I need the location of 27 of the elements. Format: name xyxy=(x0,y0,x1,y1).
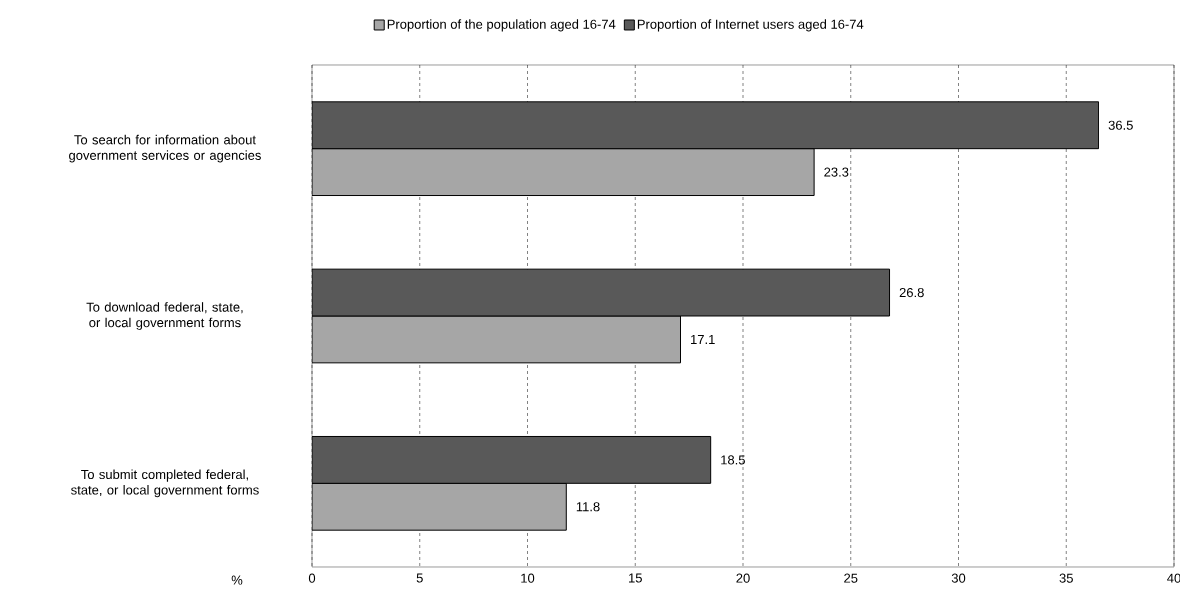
y-tick-label: To search for information about government services or agencies xyxy=(69,134,261,163)
data-label: 23.3 xyxy=(824,167,849,177)
data-label: 11.8 xyxy=(576,502,600,512)
x-tick-label: 20 xyxy=(736,573,750,583)
legend-label: Proportion of Internet users aged 16-74 xyxy=(637,19,864,32)
x-tick-label: 25 xyxy=(844,573,858,583)
y-tick-label: To submit completed federal, state, or local government forms xyxy=(71,469,259,498)
bar xyxy=(312,482,567,531)
data-label: 26.8 xyxy=(899,287,924,298)
data-label: 17.1 xyxy=(691,334,715,344)
bar xyxy=(312,268,891,317)
x-tick-label: 0 xyxy=(308,573,316,583)
data-label: 18.5 xyxy=(721,455,745,465)
x-tick-label: 35 xyxy=(1059,573,1073,583)
x-axis-title: % xyxy=(231,575,243,585)
bar xyxy=(312,101,1100,150)
bar xyxy=(312,315,682,364)
x-tick-label: 30 xyxy=(951,573,966,583)
x-tick-label: 5 xyxy=(416,573,423,583)
bar xyxy=(312,148,815,197)
legend-label: Proportion of the population aged 16-74 xyxy=(387,19,616,32)
x-tick-label: 40 xyxy=(1167,573,1180,583)
x-tick-label: 15 xyxy=(629,573,642,583)
x-tick-label: 10 xyxy=(521,573,535,583)
data-label: 36.5 xyxy=(1108,120,1133,130)
y-tick-label: To download federal, state, or local government forms xyxy=(86,302,243,330)
bar xyxy=(312,435,712,484)
